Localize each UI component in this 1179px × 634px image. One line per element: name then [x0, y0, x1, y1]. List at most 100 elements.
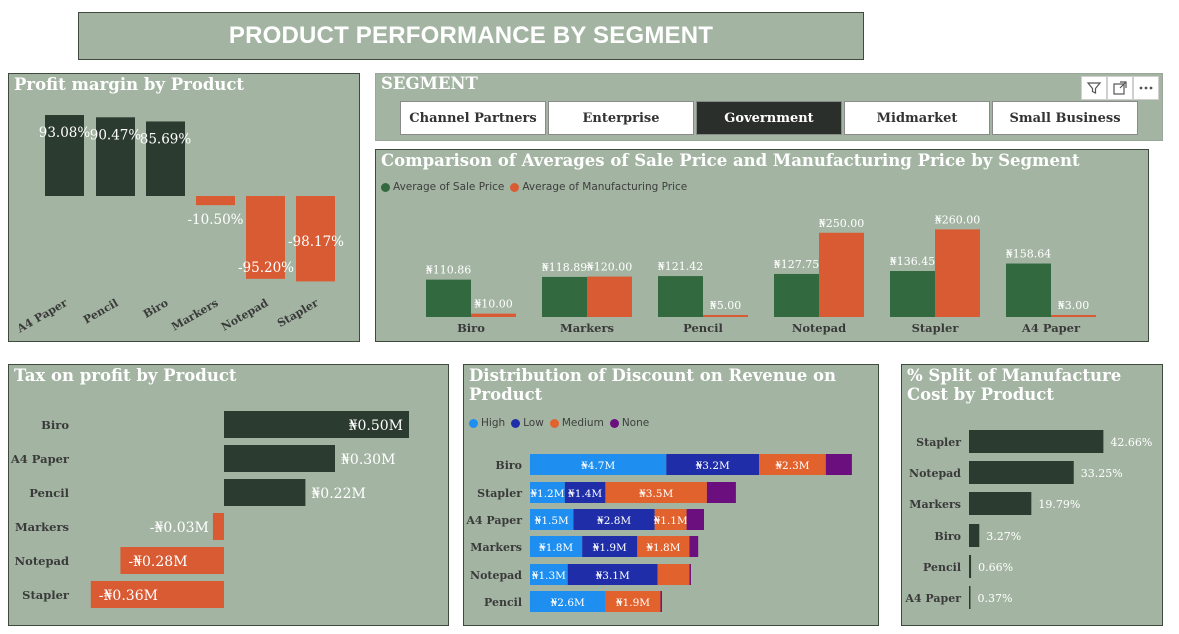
- tax-tick-label: Stapler: [22, 588, 70, 602]
- average-bar: [471, 313, 516, 317]
- discount-segment: [706, 482, 736, 503]
- discount-legend: High Low Medium None: [469, 417, 655, 429]
- profit-tick-label: A4 Paper: [14, 296, 70, 336]
- tax-bar: [212, 513, 224, 540]
- legend-manufacturing-label: Average of Manufacturing Price: [522, 181, 688, 193]
- tax-data-label: -₦0.36M: [99, 588, 158, 604]
- focus-mode-icon[interactable]: [1107, 76, 1133, 100]
- tax-bar: [224, 411, 409, 438]
- legend-none-dot: [609, 418, 619, 428]
- split-tick-label: Stapler: [916, 436, 961, 449]
- split-bar: [969, 492, 1032, 515]
- tax-data-label: ₦0.22M: [311, 486, 365, 502]
- segment-button-government[interactable]: Government: [696, 101, 842, 135]
- profit-data-label: -98.17%: [288, 234, 344, 250]
- averages-legend: Average of Sale Price Average of Manufac…: [381, 181, 693, 193]
- manufacture-split-panel: % Split of Manufacture Cost by Product 4…: [901, 364, 1163, 626]
- average-tick-label: Stapler: [912, 321, 960, 335]
- discount-title: Distribution of Discount on Revenue on P…: [469, 366, 837, 404]
- tax-data-label: ₦0.30M: [341, 452, 395, 468]
- discount-segment: [605, 591, 661, 612]
- tax-bar: [224, 479, 306, 506]
- discount-tick-label: Pencil: [484, 596, 522, 609]
- discount-chart: ₦4.7M ₦3.2M ₦2.3M Biro ₦1.2M ₦1.4M ₦3.5M Staple…: [465, 454, 852, 612]
- tax-bar: [224, 445, 335, 472]
- more-options-icon[interactable]: [1133, 76, 1159, 100]
- profit-tick-label: Biro: [141, 296, 171, 321]
- profit-bar: [196, 196, 235, 206]
- profit-tick-label: Pencil: [81, 296, 120, 326]
- average-tick-label: Notepad: [792, 321, 846, 335]
- average-bar: [587, 276, 632, 317]
- segment-slicer: SEGMENT Channel Partners Enterprise Govern…: [375, 73, 1163, 141]
- segment-button-midmarket[interactable]: Midmarket: [844, 101, 990, 135]
- split-tick-label: Markers: [909, 498, 961, 511]
- discount-segment: [573, 509, 655, 530]
- split-bar: [969, 524, 980, 547]
- discount-data-label: ₦2.3M: [775, 460, 809, 472]
- segment-button-enterprise[interactable]: Enterprise: [548, 101, 694, 135]
- legend-manufacturing-dot: [510, 182, 520, 192]
- discount-segment: [759, 454, 826, 475]
- discount-segment: [686, 509, 704, 530]
- profit-margin-title: Profit margin by Product: [14, 75, 245, 94]
- average-data-label: ₦121.42: [658, 260, 704, 273]
- discount-data-label: ₦1.9M: [593, 542, 627, 554]
- discount-data-label: ₦1.8M: [646, 542, 680, 554]
- tax-data-label: ₦0.50M: [349, 418, 403, 434]
- split-data-label: 0.37%: [978, 592, 1013, 605]
- discount-segment: [530, 564, 568, 585]
- segment-button-small-business[interactable]: Small Business: [992, 101, 1138, 135]
- discount-segment: [666, 454, 760, 475]
- average-bar: [426, 279, 471, 317]
- discount-segment: [567, 564, 658, 585]
- split-data-label: 3.27%: [986, 530, 1021, 543]
- legend-sale-dot: [381, 182, 390, 192]
- split-data-label: 19.79%: [1038, 498, 1080, 511]
- average-bar: [890, 271, 935, 317]
- discount-segment: [660, 591, 662, 612]
- average-data-label: ₦118.89: [542, 261, 588, 274]
- split-data-label: 42.66%: [1110, 436, 1152, 449]
- average-data-label: ₦136.45: [890, 255, 936, 268]
- discount-segment: [530, 591, 606, 612]
- profit-data-label: 90.47%: [90, 127, 142, 143]
- profit-bar: [45, 115, 84, 196]
- tax-chart: ₦0.50M Biro ₦0.30M A4 Paper ₦0.22M Pencil -₦0.…: [10, 411, 409, 608]
- split-data-label: 0.66%: [978, 561, 1013, 574]
- discount-segment: [689, 564, 691, 585]
- discount-tick-label: A4 Paper: [465, 514, 522, 527]
- average-tick-label: A4 Paper: [1021, 321, 1081, 335]
- segment-button-channel-partners[interactable]: Channel Partners: [400, 101, 546, 135]
- average-bar: [542, 276, 587, 317]
- average-data-label: ₦260.00: [935, 213, 981, 226]
- split-tick-label: Notepad: [909, 467, 961, 480]
- discount-data-label: ₦1.2M: [530, 488, 564, 500]
- split-data-label: 33.25%: [1081, 467, 1123, 480]
- discount-data-label: ₦3.2M: [696, 460, 730, 472]
- legend-high-label: High: [481, 417, 506, 429]
- tax-data-label: -₦0.28M: [128, 554, 187, 570]
- discount-segment: [582, 536, 638, 557]
- average-tick-label: Markers: [560, 321, 614, 335]
- discount-data-label: ₦2.6M: [551, 597, 585, 609]
- average-tick-label: Biro: [457, 321, 485, 335]
- discount-segment: [530, 536, 583, 557]
- split-bar: [969, 586, 971, 609]
- legend-high-dot: [469, 418, 478, 428]
- average-data-label: ₦120.00: [587, 261, 633, 274]
- legend-medium-dot: [549, 418, 559, 428]
- discount-segment: [530, 482, 565, 503]
- average-tick-label: Pencil: [683, 321, 723, 335]
- split-tick-label: A4 Paper: [904, 592, 961, 605]
- average-data-label: ₦10.00: [474, 298, 513, 311]
- average-data-label: ₦5.00: [710, 299, 742, 312]
- split-bar: [969, 430, 1104, 453]
- averages-chart: ₦110.86 ₦10.00 Biro ₦118.89 ₦120.00 Markers ₦1…: [426, 213, 1096, 335]
- discount-data-label: ₦1.9M: [616, 597, 650, 609]
- filter-icon[interactable]: [1081, 76, 1107, 100]
- tax-data-label: -₦0.03M: [150, 520, 209, 536]
- discount-segment: [637, 536, 690, 557]
- average-bar: [1006, 263, 1051, 317]
- average-bar: [703, 315, 748, 317]
